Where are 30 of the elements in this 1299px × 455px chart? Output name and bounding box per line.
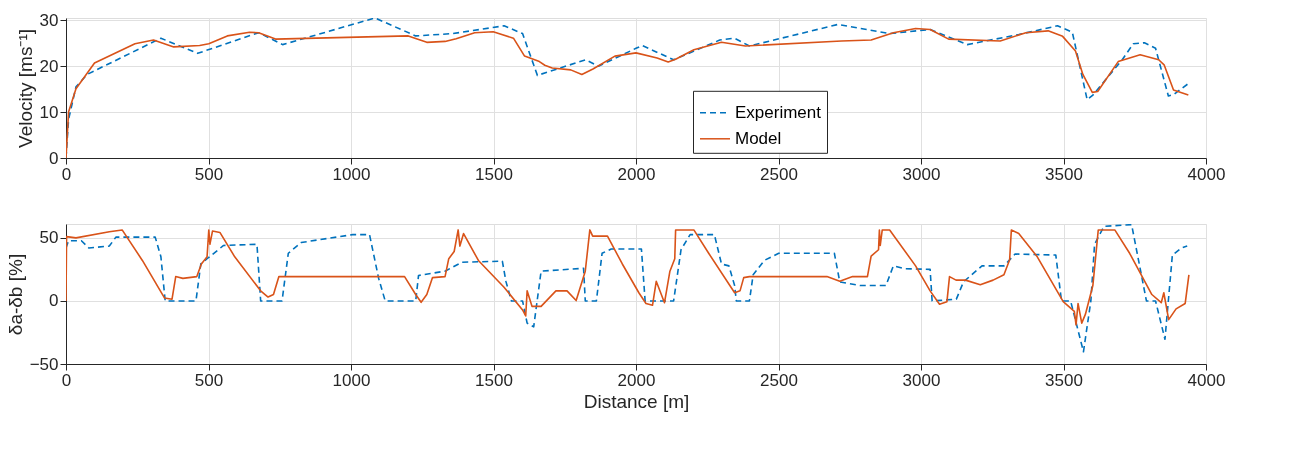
y-axis-title: δa-δb [%] — [4, 253, 26, 336]
y-tick-label: 20 — [39, 56, 59, 76]
line-series — [66, 224, 1188, 353]
legend-label: Model — [735, 128, 782, 148]
legend-label: Experiment — [735, 102, 822, 122]
x-tick-label: 3500 — [1045, 370, 1083, 390]
x-tick-label: 4000 — [1187, 370, 1226, 390]
line-series — [66, 229, 1190, 326]
x-tick-label: 500 — [194, 164, 224, 184]
x-tick-label: 2500 — [760, 370, 798, 390]
y-tick-label: 0 — [49, 291, 59, 311]
x-tick-label: 1000 — [332, 370, 371, 390]
y-tick-label: 50 — [39, 228, 59, 248]
x-tick-label: 1500 — [475, 370, 513, 390]
x-tick-label: 500 — [194, 370, 224, 390]
y-axis-title: Velocity [ms⁻¹] — [14, 29, 36, 148]
x-tick-label: 3000 — [902, 164, 941, 184]
y-tick-label: −50 — [29, 354, 59, 374]
x-tick-label: 2000 — [617, 164, 656, 184]
x-tick-label: 1500 — [475, 164, 513, 184]
y-tick-label: 30 — [39, 10, 59, 30]
x-tick-label: 2000 — [617, 370, 656, 390]
y-tick-label: 10 — [39, 102, 59, 122]
x-tick-label: 3000 — [902, 370, 941, 390]
y-tick-label: 0 — [49, 148, 59, 168]
x-tick-label: 4000 — [1187, 164, 1226, 184]
x-tick-label: 1000 — [332, 164, 371, 184]
x-tick-label: 3500 — [1045, 164, 1083, 184]
x-tick-label: 2500 — [760, 164, 798, 184]
x-axis-title: Distance [m] — [583, 390, 690, 412]
